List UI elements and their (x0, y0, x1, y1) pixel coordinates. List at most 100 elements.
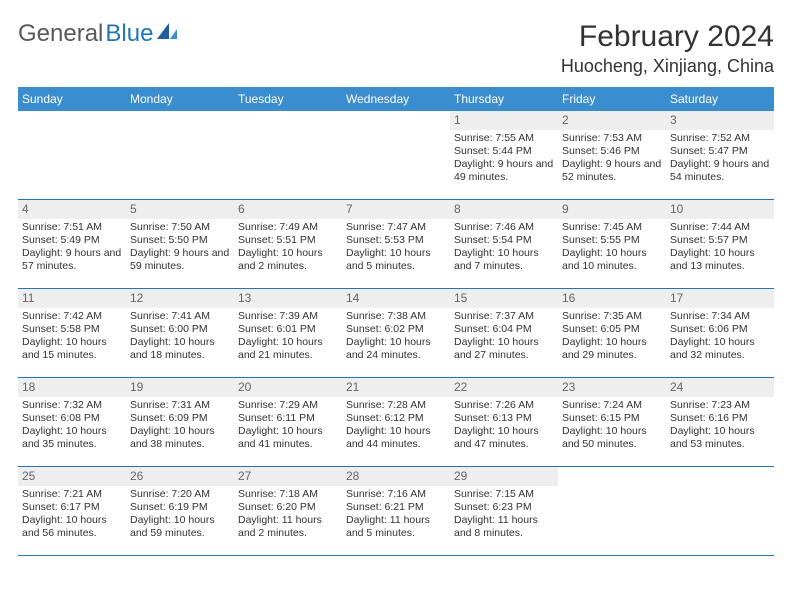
day-number: 2 (558, 111, 666, 130)
day-number: 26 (126, 467, 234, 486)
sunrise-text: Sunrise: 7:38 AM (346, 310, 446, 323)
calendar-day-cell: 19Sunrise: 7:31 AMSunset: 6:09 PMDayligh… (126, 378, 234, 466)
day-details: Sunrise: 7:26 AMSunset: 6:13 PMDaylight:… (450, 397, 558, 456)
sunset-text: Sunset: 5:51 PM (238, 234, 338, 247)
sunrise-text: Sunrise: 7:45 AM (562, 221, 662, 234)
header: GeneralBlue February 2024 Huocheng, Xinj… (18, 20, 774, 77)
weekday-header: Monday (126, 87, 234, 111)
calendar-day-cell: 12Sunrise: 7:41 AMSunset: 6:00 PMDayligh… (126, 289, 234, 377)
weekday-header-row: SundayMondayTuesdayWednesdayThursdayFrid… (18, 87, 774, 111)
daylight-text: Daylight: 10 hours and 2 minutes. (238, 247, 338, 273)
daylight-text: Daylight: 10 hours and 59 minutes. (130, 514, 230, 540)
sunrise-text: Sunrise: 7:42 AM (22, 310, 122, 323)
day-number: 12 (126, 289, 234, 308)
sunset-text: Sunset: 6:00 PM (130, 323, 230, 336)
day-number: 5 (126, 200, 234, 219)
day-details: Sunrise: 7:53 AMSunset: 5:46 PMDaylight:… (558, 130, 666, 189)
day-details: Sunrise: 7:24 AMSunset: 6:15 PMDaylight:… (558, 397, 666, 456)
calendar-day-cell: 1Sunrise: 7:55 AMSunset: 5:44 PMDaylight… (450, 111, 558, 199)
sunrise-text: Sunrise: 7:55 AM (454, 132, 554, 145)
day-details: Sunrise: 7:37 AMSunset: 6:04 PMDaylight:… (450, 308, 558, 367)
day-details: Sunrise: 7:41 AMSunset: 6:00 PMDaylight:… (126, 308, 234, 367)
sunset-text: Sunset: 6:19 PM (130, 501, 230, 514)
day-details: Sunrise: 7:16 AMSunset: 6:21 PMDaylight:… (342, 486, 450, 545)
sunset-text: Sunset: 6:17 PM (22, 501, 122, 514)
sunrise-text: Sunrise: 7:20 AM (130, 488, 230, 501)
sunset-text: Sunset: 6:08 PM (22, 412, 122, 425)
sunset-text: Sunset: 6:11 PM (238, 412, 338, 425)
calendar-week-row: 4Sunrise: 7:51 AMSunset: 5:49 PMDaylight… (18, 200, 774, 289)
sunset-text: Sunset: 5:47 PM (670, 145, 770, 158)
calendar-day-cell: 2Sunrise: 7:53 AMSunset: 5:46 PMDaylight… (558, 111, 666, 199)
sunset-text: Sunset: 6:12 PM (346, 412, 446, 425)
day-details: Sunrise: 7:39 AMSunset: 6:01 PMDaylight:… (234, 308, 342, 367)
sunset-text: Sunset: 5:49 PM (22, 234, 122, 247)
daylight-text: Daylight: 11 hours and 5 minutes. (346, 514, 446, 540)
brand-name-part2: Blue (105, 20, 153, 48)
sunset-text: Sunset: 6:15 PM (562, 412, 662, 425)
calendar-day-cell: 20Sunrise: 7:29 AMSunset: 6:11 PMDayligh… (234, 378, 342, 466)
day-number: 6 (234, 200, 342, 219)
calendar-day-cell: 24Sunrise: 7:23 AMSunset: 6:16 PMDayligh… (666, 378, 774, 466)
calendar-day-cell: 23Sunrise: 7:24 AMSunset: 6:15 PMDayligh… (558, 378, 666, 466)
day-details: Sunrise: 7:50 AMSunset: 5:50 PMDaylight:… (126, 219, 234, 278)
day-number: 15 (450, 289, 558, 308)
day-number: 10 (666, 200, 774, 219)
day-number: 17 (666, 289, 774, 308)
calendar-week-row: ....1Sunrise: 7:55 AMSunset: 5:44 PMDayl… (18, 111, 774, 200)
sunrise-text: Sunrise: 7:31 AM (130, 399, 230, 412)
calendar-day-cell: . (126, 111, 234, 199)
day-details: Sunrise: 7:35 AMSunset: 6:05 PMDaylight:… (558, 308, 666, 367)
sunset-text: Sunset: 6:13 PM (454, 412, 554, 425)
sunrise-text: Sunrise: 7:24 AM (562, 399, 662, 412)
day-number: 9 (558, 200, 666, 219)
daylight-text: Daylight: 10 hours and 38 minutes. (130, 425, 230, 451)
sunrise-text: Sunrise: 7:34 AM (670, 310, 770, 323)
day-details: Sunrise: 7:29 AMSunset: 6:11 PMDaylight:… (234, 397, 342, 456)
sunrise-text: Sunrise: 7:39 AM (238, 310, 338, 323)
day-details: Sunrise: 7:38 AMSunset: 6:02 PMDaylight:… (342, 308, 450, 367)
day-details: Sunrise: 7:51 AMSunset: 5:49 PMDaylight:… (18, 219, 126, 278)
day-details: Sunrise: 7:23 AMSunset: 6:16 PMDaylight:… (666, 397, 774, 456)
sunset-text: Sunset: 5:46 PM (562, 145, 662, 158)
daylight-text: Daylight: 10 hours and 10 minutes. (562, 247, 662, 273)
sunrise-text: Sunrise: 7:47 AM (346, 221, 446, 234)
calendar-day-cell: 4Sunrise: 7:51 AMSunset: 5:49 PMDaylight… (18, 200, 126, 288)
daylight-text: Daylight: 10 hours and 15 minutes. (22, 336, 122, 362)
sunrise-text: Sunrise: 7:46 AM (454, 221, 554, 234)
day-number: 11 (18, 289, 126, 308)
sunset-text: Sunset: 5:55 PM (562, 234, 662, 247)
day-details: Sunrise: 7:15 AMSunset: 6:23 PMDaylight:… (450, 486, 558, 545)
sunrise-text: Sunrise: 7:41 AM (130, 310, 230, 323)
day-number: 3 (666, 111, 774, 130)
calendar-day-cell: 9 Sunrise: 7:45 AMSunset: 5:55 PMDaylight… (558, 200, 666, 288)
daylight-text: Daylight: 10 hours and 44 minutes. (346, 425, 446, 451)
daylight-text: Daylight: 11 hours and 2 minutes. (238, 514, 338, 540)
weekday-header: Friday (558, 87, 666, 111)
daylight-text: Daylight: 9 hours and 52 minutes. (562, 158, 662, 184)
day-number: 4 (18, 200, 126, 219)
weekday-header: Thursday (450, 87, 558, 111)
daylight-text: Daylight: 10 hours and 27 minutes. (454, 336, 554, 362)
sunrise-text: Sunrise: 7:44 AM (670, 221, 770, 234)
sunset-text: Sunset: 6:09 PM (130, 412, 230, 425)
calendar-day-cell: . (558, 467, 666, 555)
calendar-day-cell: . (342, 111, 450, 199)
page: GeneralBlue February 2024 Huocheng, Xinj… (0, 0, 792, 556)
sunset-text: Sunset: 5:53 PM (346, 234, 446, 247)
sail-icon (155, 20, 179, 48)
day-details: Sunrise: 7:20 AMSunset: 6:19 PMDaylight:… (126, 486, 234, 545)
weekday-header: Saturday (666, 87, 774, 111)
calendar-week-row: 11Sunrise: 7:42 AMSunset: 5:58 PMDayligh… (18, 289, 774, 378)
sunrise-text: Sunrise: 7:28 AM (346, 399, 446, 412)
daylight-text: Daylight: 10 hours and 50 minutes. (562, 425, 662, 451)
sunset-text: Sunset: 5:57 PM (670, 234, 770, 247)
sunrise-text: Sunrise: 7:26 AM (454, 399, 554, 412)
sunset-text: Sunset: 5:44 PM (454, 145, 554, 158)
brand-logo: GeneralBlue (18, 20, 179, 48)
calendar-day-cell: 29Sunrise: 7:15 AMSunset: 6:23 PMDayligh… (450, 467, 558, 555)
sunrise-text: Sunrise: 7:49 AM (238, 221, 338, 234)
sunset-text: Sunset: 5:54 PM (454, 234, 554, 247)
day-number: 21 (342, 378, 450, 397)
calendar-day-cell: 14Sunrise: 7:38 AMSunset: 6:02 PMDayligh… (342, 289, 450, 377)
